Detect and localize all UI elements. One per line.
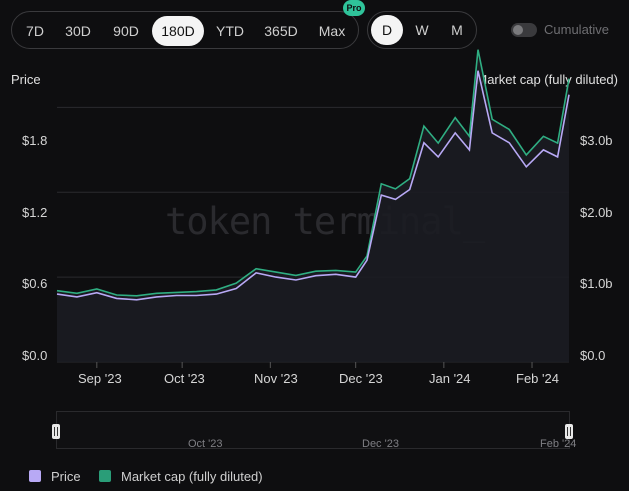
left-tick-label: $1.8 <box>22 133 48 148</box>
range-max-button[interactable]: Max <box>318 23 346 39</box>
right-tick-label: $1.0b <box>580 276 613 291</box>
x-tick-label: Nov '23 <box>254 371 298 386</box>
x-tick-label: Oct '23 <box>164 371 205 386</box>
navigator-label: Oct '23 <box>188 438 223 450</box>
cumulative-label: Cumulative <box>544 22 610 37</box>
x-tick-label: Sep '23 <box>78 371 122 386</box>
range-ytd-button[interactable]: YTD <box>216 23 244 39</box>
x-tick-label: Dec '23 <box>339 371 383 386</box>
toggle-knob <box>513 25 523 35</box>
time-range-selector: 7D 30D 90D 180D YTD 365D Max <box>11 11 359 49</box>
navigator-left-handle[interactable] <box>52 424 60 439</box>
cumulative-toggle[interactable] <box>511 23 537 37</box>
left-tick-label: $1.2 <box>22 205 48 220</box>
price-line <box>56 70 570 301</box>
range-navigator[interactable] <box>56 411 570 449</box>
chart-areas <box>57 49 569 362</box>
left-tick-label: $0.6 <box>22 276 48 291</box>
left-axis-title: Price <box>11 72 41 87</box>
market-cap-line <box>56 49 570 297</box>
right-tick-label: $0.0 <box>580 348 606 363</box>
x-tick-label: Feb '24 <box>516 371 559 386</box>
legend-label: Market cap (fully diluted) <box>121 469 263 484</box>
legend-swatch <box>99 470 111 482</box>
right-axis-title: Market cap (fully diluted) <box>476 72 618 87</box>
range-365d-button[interactable]: 365D <box>264 23 298 39</box>
navigator-right-handle[interactable] <box>565 424 573 439</box>
granularity-day-button[interactable]: D <box>371 15 403 45</box>
right-tick-label: $2.0b <box>580 205 613 220</box>
range-7d-button[interactable]: 7D <box>26 23 44 39</box>
market-cap-area <box>57 49 569 362</box>
range-90d-button[interactable]: 90D <box>113 23 139 39</box>
navigator-label: Dec '23 <box>362 438 399 450</box>
legend-label: Price <box>51 469 81 484</box>
granularity-selector: D W M <box>367 11 477 49</box>
left-tick-label: $0.0 <box>22 348 48 363</box>
granularity-month-button[interactable]: M <box>451 22 463 38</box>
navigator-label: Feb '24 <box>540 438 577 450</box>
toolbar: 7D 30D 90D 180D YTD 365D Max Pro D W M C… <box>0 0 629 62</box>
chart-lines <box>56 49 570 301</box>
pro-badge: Pro <box>343 0 365 16</box>
granularity-week-button[interactable]: W <box>415 22 429 38</box>
range-180d-button[interactable]: 180D <box>152 16 204 46</box>
x-tick-marks <box>96 362 533 368</box>
right-tick-label: $3.0b <box>580 133 613 148</box>
x-tick-label: Jan '24 <box>429 371 471 386</box>
legend-swatch <box>29 470 41 482</box>
range-30d-button[interactable]: 30D <box>65 23 91 39</box>
